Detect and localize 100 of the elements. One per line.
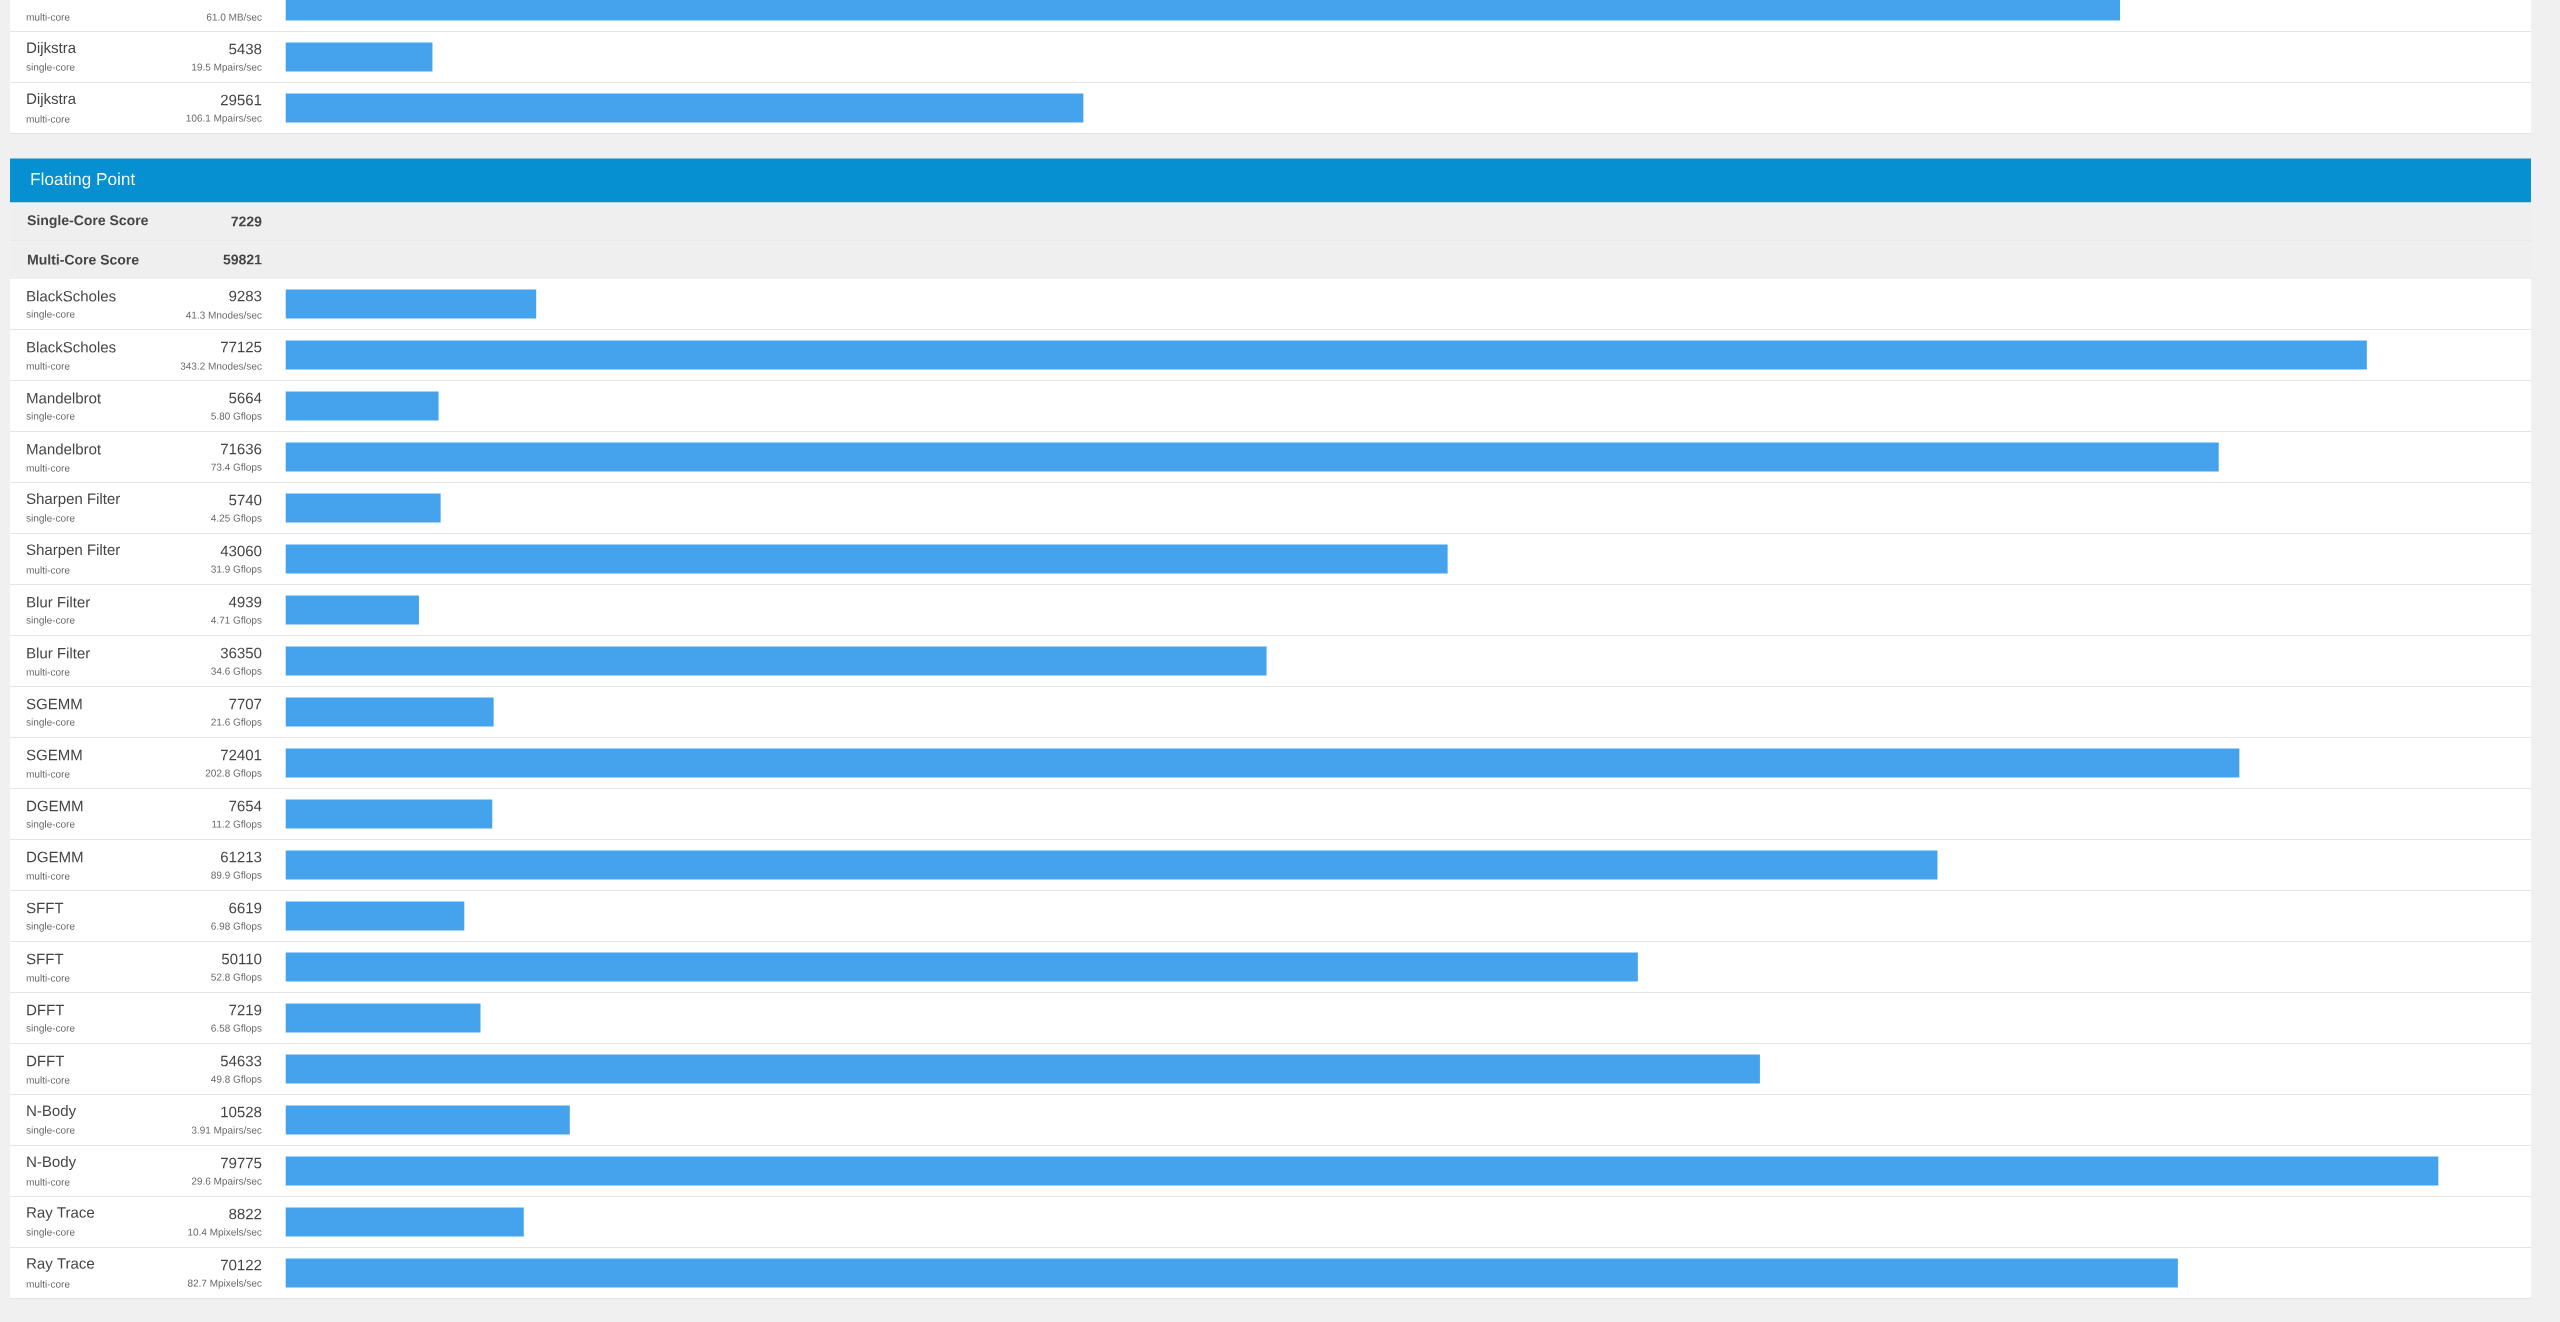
y-tick-label: Sharpen Filter xyxy=(26,493,120,507)
bar xyxy=(285,850,1938,880)
text: multi-core xyxy=(26,464,70,472)
bar xyxy=(285,1258,2178,1288)
text: 4.25 Gflops xyxy=(211,514,262,524)
y-tick-label: SGEMM xyxy=(26,749,82,761)
y-tick-label: BlackScholes xyxy=(27,290,116,302)
text: 4.71 Gflops xyxy=(211,616,262,626)
bar xyxy=(285,544,1448,574)
y-tick-label: SFFT xyxy=(26,902,64,914)
data-label: 9283 xyxy=(229,290,262,302)
data-label: 29561 xyxy=(220,94,262,106)
data-label: 4939 xyxy=(228,596,262,608)
data-label: 7219 xyxy=(229,1004,262,1016)
y-tick-label: Mandelbrot xyxy=(27,392,101,404)
text: multi-core xyxy=(26,115,70,123)
text: 52.8 Gflops xyxy=(211,973,262,983)
y-tick-label: DGEMM xyxy=(27,800,83,812)
text: multi-core xyxy=(26,13,70,21)
y-tick-label: Blur Filter xyxy=(27,647,90,659)
data-label: 54633 xyxy=(220,1055,262,1067)
data-label: 72401 xyxy=(221,749,262,761)
y-tick-label: N-Body xyxy=(27,1156,77,1170)
text: 49.8 Gflops xyxy=(211,1075,262,1085)
text: 21.6 Gflops xyxy=(211,718,262,728)
text: single-core xyxy=(26,718,75,728)
text: multi-core xyxy=(26,1280,70,1288)
text: multi-core xyxy=(26,974,70,982)
y-tick-label: SGEMM xyxy=(26,698,82,710)
y-tick-label: Mandelbrot xyxy=(27,443,101,455)
y-tick-label: N-Body xyxy=(27,1105,77,1119)
bar xyxy=(285,1054,1760,1084)
y-tick-label: Dijkstra xyxy=(27,93,77,107)
data-label: 10528 xyxy=(221,1106,262,1118)
bar xyxy=(285,595,419,625)
text: 7229 xyxy=(231,216,262,227)
data-label: 50110 xyxy=(221,953,262,965)
data-label: 5664 xyxy=(229,392,262,404)
data-label: 8822 xyxy=(229,1208,262,1220)
y-tick-label: SFFT xyxy=(26,953,64,965)
bar xyxy=(285,952,1638,982)
text: 10.4 Mpixels/sec xyxy=(188,1228,262,1238)
text: multi-core xyxy=(26,1076,70,1084)
text: single-core xyxy=(26,310,75,320)
data-label: 43060 xyxy=(220,545,262,557)
text: Floating Point xyxy=(31,172,136,189)
text: 5.80 Gflops xyxy=(211,412,262,422)
text: Multi-Core Score xyxy=(28,254,139,265)
text: 82.7 Mpixels/sec xyxy=(187,1279,262,1289)
text: single-core xyxy=(26,922,75,932)
text: 11.2 Gflops xyxy=(212,820,262,830)
text: 31.9 Gflops xyxy=(211,565,262,575)
y-tick-label: Ray Trace xyxy=(27,1207,95,1221)
text: 41.3 Mnodes/sec xyxy=(186,311,262,319)
text: single-core xyxy=(26,1126,75,1136)
y-tick-label: DFFT xyxy=(27,1004,65,1016)
text: multi-core xyxy=(26,668,70,676)
text: 19.5 Mpairs/sec xyxy=(192,63,262,73)
bar xyxy=(285,901,465,931)
data-label: 7707 xyxy=(229,698,262,710)
bar xyxy=(285,493,441,523)
bar xyxy=(285,442,2219,472)
text: 3.91 Mpairs/sec xyxy=(191,1126,262,1136)
text: 34.6 Gflops xyxy=(211,667,262,677)
text: Single-Core Score xyxy=(27,214,148,229)
bar xyxy=(285,1003,481,1033)
y-tick-label: Blur Filter xyxy=(27,596,90,608)
bar xyxy=(285,1105,570,1135)
bar xyxy=(285,289,537,319)
data-label: 36350 xyxy=(220,647,262,659)
bar xyxy=(285,697,494,727)
y-tick-label: Ray Trace xyxy=(27,1258,95,1272)
text: 73.4 Gflops xyxy=(211,463,262,473)
y-tick-label: DGEMM xyxy=(27,851,83,863)
data-label: 77125 xyxy=(221,341,262,353)
y-tick-label: BlackScholes xyxy=(27,341,116,353)
text: 6.98 Gflops xyxy=(211,922,262,932)
data-label: 7654 xyxy=(229,800,262,812)
text: single-core xyxy=(26,1228,75,1238)
text: 202.8 Gflops xyxy=(205,769,262,779)
bar xyxy=(285,646,1267,676)
text: single-core xyxy=(26,412,75,422)
text: 106.1 Mpairs/sec xyxy=(186,114,262,124)
text: 6.58 Gflops xyxy=(211,1024,262,1034)
text: 29.6 Mpairs/sec xyxy=(191,1177,262,1187)
text: multi-core xyxy=(26,1178,70,1186)
data-label: 5740 xyxy=(229,494,262,506)
text: single-core xyxy=(26,63,75,73)
y-tick-label: Sharpen Filter xyxy=(26,544,120,558)
bar xyxy=(285,1207,524,1237)
bar xyxy=(285,799,493,829)
text: 343.2 Mnodes/sec xyxy=(180,362,262,370)
text: single-core xyxy=(26,616,75,626)
data-label: 70122 xyxy=(221,1259,262,1271)
bar xyxy=(285,1156,2439,1186)
y-tick-label: Dijkstra xyxy=(27,42,77,56)
data-label: 61213 xyxy=(220,851,262,863)
text: single-core xyxy=(26,820,75,830)
text: single-core xyxy=(26,1024,75,1034)
data-label: 5438 xyxy=(229,43,262,55)
